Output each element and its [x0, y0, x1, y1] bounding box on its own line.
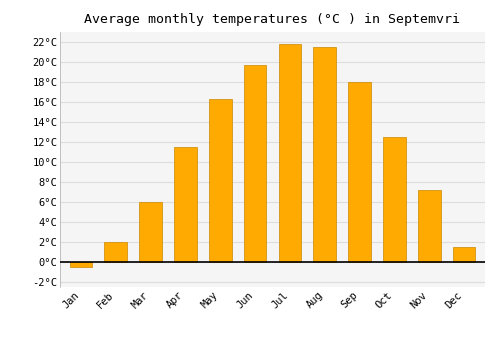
- Bar: [174, 147, 197, 262]
- Bar: [209, 99, 232, 262]
- Bar: [244, 64, 266, 262]
- Bar: [348, 82, 371, 262]
- Bar: [314, 47, 336, 262]
- Bar: [70, 262, 92, 267]
- Bar: [104, 242, 127, 262]
- Bar: [383, 137, 406, 262]
- Title: Average monthly temperatures (°C ) in Septemvri: Average monthly temperatures (°C ) in Se…: [84, 13, 460, 26]
- Bar: [453, 247, 475, 262]
- Bar: [418, 190, 440, 262]
- Bar: [278, 43, 301, 262]
- Bar: [140, 202, 162, 262]
